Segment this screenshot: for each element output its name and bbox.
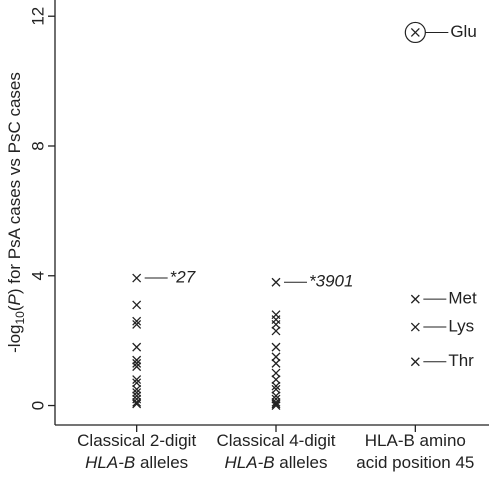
point-marker bbox=[271, 277, 281, 287]
point bbox=[271, 381, 281, 391]
point bbox=[132, 397, 142, 407]
x-tick-label-part: alleles bbox=[275, 453, 328, 472]
point bbox=[410, 322, 420, 332]
point bbox=[271, 326, 281, 336]
point-marker bbox=[271, 368, 281, 378]
point-marker bbox=[132, 388, 142, 398]
y-tick-label: 8 bbox=[28, 141, 47, 150]
point bbox=[410, 357, 420, 367]
point-marker bbox=[132, 300, 142, 310]
point-marker bbox=[132, 399, 142, 409]
point-marker bbox=[132, 397, 142, 407]
point bbox=[132, 391, 142, 401]
point bbox=[271, 399, 281, 409]
point bbox=[132, 399, 142, 409]
point-marker bbox=[132, 316, 142, 326]
y-axis-label-part: ) for PsA cases vs PsC cases bbox=[5, 72, 24, 294]
point-label: *3901 bbox=[309, 272, 353, 291]
point-marker bbox=[132, 378, 142, 388]
x-tick-label-part: HLA-B amino bbox=[365, 431, 466, 450]
point bbox=[271, 352, 281, 362]
point-marker bbox=[132, 342, 142, 352]
x-tick-label-part: Classical 2-digit bbox=[77, 431, 196, 450]
x-tick-label: Classical 2-digit bbox=[77, 431, 196, 450]
x-tick-label-part: alleles bbox=[135, 453, 188, 472]
point-marker bbox=[132, 362, 142, 372]
point-marker bbox=[271, 384, 281, 394]
point bbox=[132, 316, 142, 326]
point-marker bbox=[271, 401, 281, 410]
x-tick-label: acid position 45 bbox=[356, 453, 474, 472]
point-marker bbox=[132, 273, 142, 283]
x-tick-label: HLA-B amino bbox=[365, 431, 466, 450]
point-marker bbox=[271, 397, 281, 407]
x-tick-label-part: acid position 45 bbox=[356, 453, 474, 472]
point-marker bbox=[132, 319, 142, 329]
point bbox=[271, 401, 281, 410]
point bbox=[132, 375, 142, 385]
x-tick-label-part: HLA-B bbox=[85, 453, 135, 472]
y-axis-label: -log10(P) for PsA cases vs PsC cases bbox=[5, 72, 27, 353]
point bbox=[271, 368, 281, 378]
point bbox=[132, 358, 142, 368]
point-marker bbox=[132, 355, 142, 365]
point-marker bbox=[271, 381, 281, 391]
point-marker bbox=[271, 319, 281, 329]
y-axis-label-part: -log bbox=[5, 325, 24, 353]
point bbox=[132, 362, 142, 372]
point-marker bbox=[271, 358, 281, 368]
point bbox=[271, 319, 281, 329]
point bbox=[132, 273, 142, 283]
y-tick-label: 0 bbox=[28, 401, 47, 410]
point bbox=[132, 342, 142, 352]
point bbox=[271, 384, 281, 394]
x-tick-label-part: Classical 4-digit bbox=[216, 431, 335, 450]
point bbox=[271, 375, 281, 385]
point-marker bbox=[410, 357, 420, 367]
point-marker bbox=[132, 358, 142, 368]
point-label: Thr bbox=[448, 351, 474, 370]
point bbox=[271, 391, 281, 401]
y-tick-label: 12 bbox=[28, 7, 47, 26]
y-axis-label-part: 10 bbox=[13, 311, 27, 325]
y-tick-label: 4 bbox=[28, 271, 47, 280]
point bbox=[132, 388, 142, 398]
point bbox=[271, 397, 281, 407]
point-label: *27 bbox=[170, 268, 196, 287]
point-marker bbox=[410, 294, 420, 304]
point bbox=[132, 384, 142, 394]
point bbox=[132, 319, 142, 329]
point bbox=[271, 277, 281, 287]
y-axis-label-part: P bbox=[5, 293, 24, 305]
point bbox=[410, 27, 420, 37]
point-marker bbox=[132, 375, 142, 385]
point bbox=[132, 355, 142, 365]
point bbox=[410, 294, 420, 304]
x-tick-label: HLA-B alleles bbox=[85, 453, 188, 472]
point-marker bbox=[271, 352, 281, 362]
point-marker bbox=[132, 391, 142, 401]
point-marker bbox=[410, 27, 420, 37]
point bbox=[271, 358, 281, 368]
point-marker bbox=[132, 384, 142, 394]
point bbox=[132, 300, 142, 310]
y-axis-label-part: ( bbox=[5, 305, 24, 311]
point bbox=[132, 378, 142, 388]
point-marker bbox=[271, 342, 281, 352]
x-tick-label: Classical 4-digit bbox=[216, 431, 335, 450]
point bbox=[271, 342, 281, 352]
point-marker bbox=[271, 326, 281, 336]
point-marker bbox=[410, 322, 420, 332]
point-label: Glu bbox=[450, 22, 476, 41]
point-marker bbox=[271, 391, 281, 401]
point-marker bbox=[271, 375, 281, 385]
point-marker bbox=[271, 399, 281, 409]
x-tick-label-part: HLA-B bbox=[225, 453, 275, 472]
x-tick-label: HLA-B alleles bbox=[225, 453, 328, 472]
point-label: Lys bbox=[448, 317, 474, 336]
point-label: Met bbox=[448, 289, 477, 308]
